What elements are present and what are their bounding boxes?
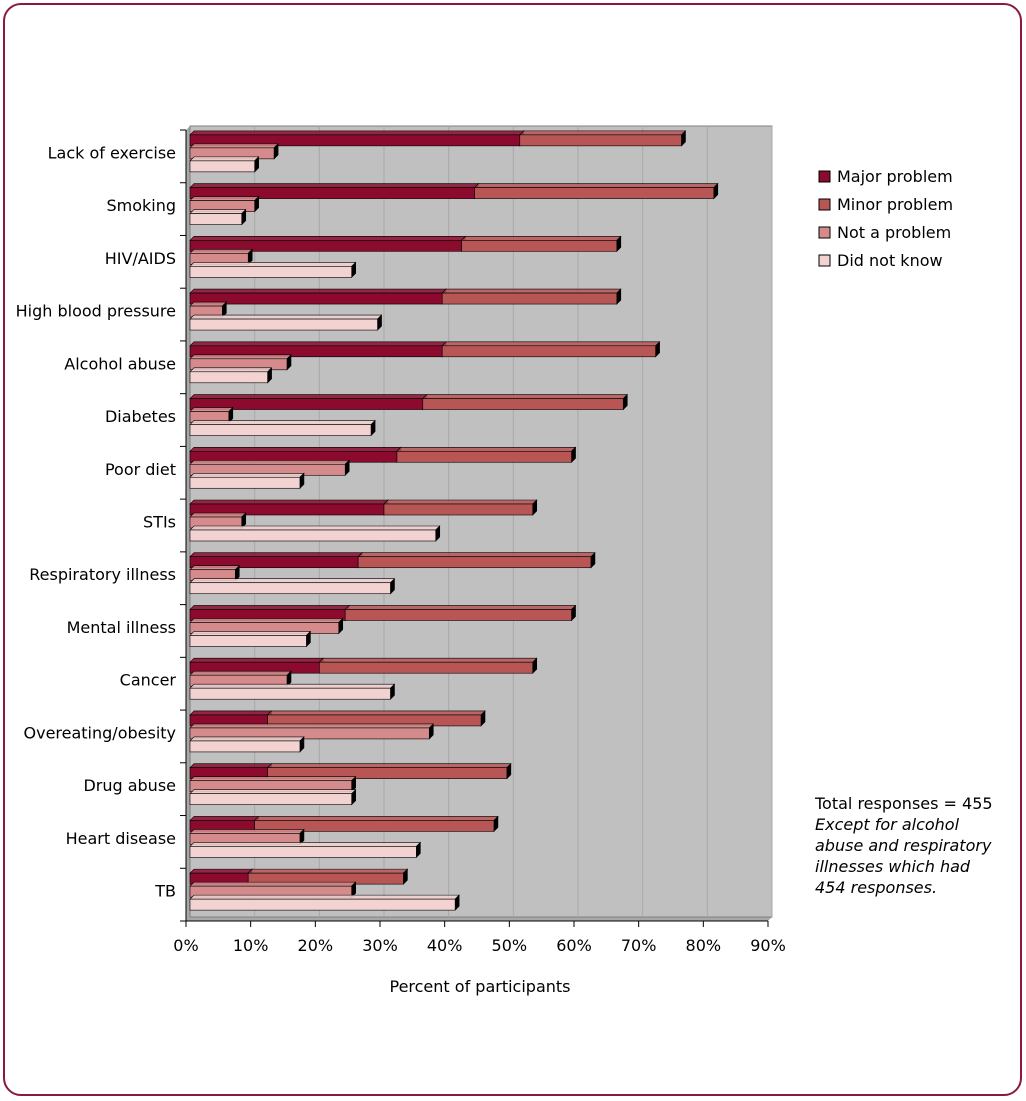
category-label: High blood pressure [16,302,176,321]
x-tick-label: 60% [556,936,592,955]
note-line-5: 454 responses. [815,878,938,897]
bar-did-not-know [189,367,273,384]
bar-minor-problem [460,235,622,253]
x-tick-label: 10% [233,936,269,955]
bar-not-a-problem [189,723,434,740]
x-tick-label: 30% [362,936,398,955]
category-label: Alcohol abuse [64,354,176,373]
bar-minor-problem [441,341,661,358]
bar-major-problem [189,499,389,516]
bar-not-a-problem [189,143,279,160]
category-label: Cancer [120,671,177,690]
bar-did-not-know [189,314,383,331]
bar-minor-problem [357,552,596,569]
bar-did-not-know [189,525,441,542]
legend-label: Did not know [837,251,943,270]
bar-not-a-problem [189,248,253,266]
bar-minor-problem [473,182,719,200]
bar-did-not-know [189,578,396,595]
category-label: TB [154,882,176,901]
legend-label: Major problem [837,167,953,186]
bar-did-not-know [189,736,305,753]
x-tick-label: 40% [427,936,463,955]
bar-minor-problem [266,710,486,727]
bar-minor-problem [253,815,499,833]
bar-not-a-problem [189,512,247,529]
bar-not-a-problem [189,354,292,371]
bar-did-not-know [189,472,305,489]
bar-minor-problem [519,130,687,147]
legend-swatch-did-not-know [818,254,831,267]
legend-swatch-major-problem [818,170,831,183]
note-line-3: abuse and respiratory [815,836,992,855]
x-tick-label: 20% [298,936,334,955]
bars [189,130,719,911]
category-label: Poor diet [105,460,176,479]
axis-labels: 0% 10% 20% 30% 40% 50% 60% 70% 80% 90% Lack of exe… [16,143,786,955]
bar-did-not-know [189,683,396,700]
x-tick-label: 50% [492,936,528,955]
chart-frame [3,3,1022,1096]
bar-not-a-problem [189,670,292,687]
bar-minor-problem [344,604,577,622]
bar-did-not-know [189,894,460,911]
category-label: Lack of exercise [48,143,176,162]
x-tick-label: 80% [686,936,722,955]
x-tick-label: 0% [173,936,198,955]
bar-did-not-know [189,156,260,173]
x-tick-label: 70% [621,936,657,955]
bar-did-not-know [189,261,357,279]
legend-label: Not a problem [837,223,951,242]
category-label: Drug abuse [83,776,176,795]
legend-swatch-minor-problem [818,198,831,211]
bar-major-problem [189,288,447,305]
bar-did-not-know [189,208,247,226]
category-label: Smoking [106,196,176,215]
bar-did-not-know [189,788,357,806]
category-label: STIs [143,513,176,532]
bar-did-not-know [189,630,312,648]
note-line-2: Except for alcohol [815,815,960,834]
responses-note: Total responses = 455 Except for alcohol… [815,793,1015,898]
category-label: Mental illness [67,618,176,637]
category-label: Diabetes [105,407,176,426]
bar-minor-problem [441,288,622,305]
bar-not-a-problem [189,459,350,476]
total-responses-text: Total responses = 455 [815,794,993,813]
legend-label: Minor problem [837,195,953,214]
note-line-4: illnesses which had [815,857,971,876]
x-axis-title: Percent of participants [389,977,570,996]
bar-minor-problem [383,499,538,516]
legend: Major problem Minor problem Not a problem D… [818,167,953,270]
category-label: HIV/AIDS [105,249,176,268]
bar-minor-problem [422,393,628,411]
category-label: Overeating/obesity [24,723,177,742]
x-tick-label: 90% [750,936,786,955]
bar-did-not-know [189,419,376,437]
bar-not-a-problem [189,301,228,318]
bar-not-a-problem [189,565,240,582]
bar-minor-problem [266,762,512,780]
category-label: Respiratory illness [29,565,176,584]
legend-swatch-not-a-problem [818,226,831,239]
category-label: Heart disease [66,829,176,848]
bar-minor-problem [318,657,538,674]
bar-did-not-know [189,841,422,859]
bar-minor-problem [396,446,577,463]
bar-not-a-problem [189,195,260,213]
bar-not-a-problem [189,617,344,635]
bar-minor-problem [247,868,409,885]
